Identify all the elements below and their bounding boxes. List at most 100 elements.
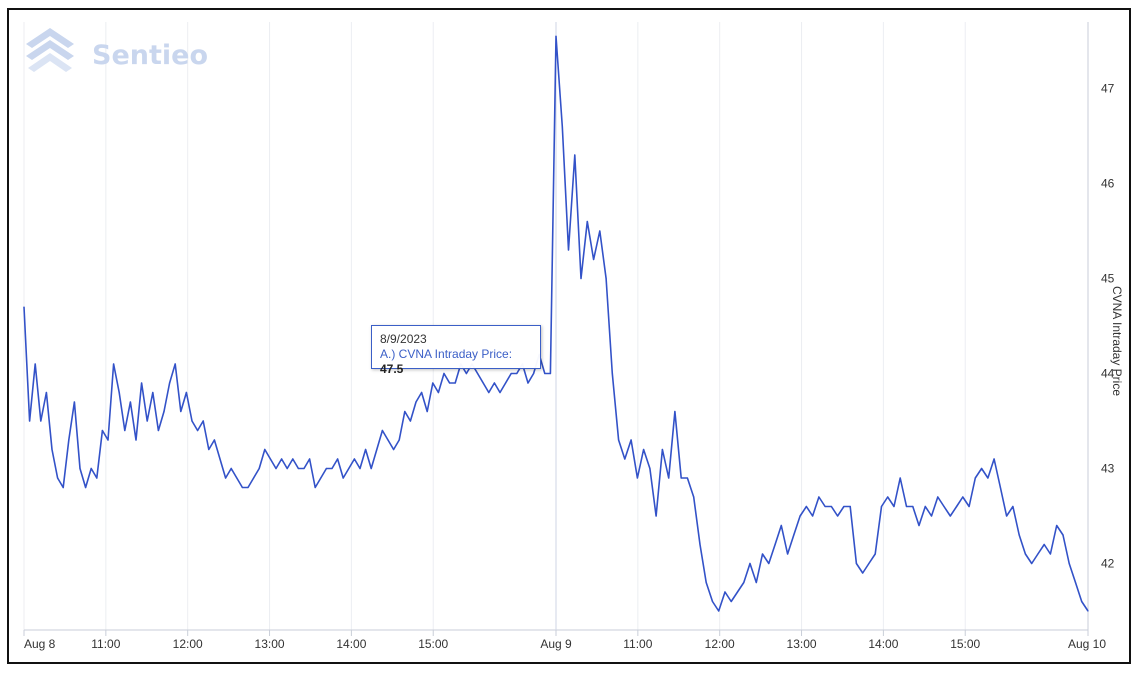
price-point	[432, 382, 434, 384]
price-point	[599, 230, 601, 232]
price-tooltip: 8/9/2023 A.) CVNA Intraday Price: 47.5	[371, 325, 541, 376]
price-point	[993, 458, 995, 460]
price-point	[780, 524, 782, 527]
price-point	[1049, 553, 1051, 555]
price-point	[905, 505, 908, 508]
price-point	[824, 505, 826, 508]
price-point	[924, 505, 926, 508]
price-point	[45, 391, 48, 394]
price-point	[730, 600, 732, 603]
price-point	[749, 562, 751, 565]
price-point	[868, 562, 870, 565]
price-point	[655, 515, 657, 517]
price-point	[586, 220, 588, 223]
price-point	[1056, 524, 1058, 527]
price-point	[643, 448, 645, 451]
y-axis: 42 43 44 45 46 47	[1101, 82, 1115, 571]
price-point	[668, 477, 670, 479]
price-point	[630, 439, 632, 441]
price-point	[799, 515, 801, 517]
price-point	[264, 448, 266, 451]
price-point	[141, 382, 143, 384]
price-point	[1006, 515, 1008, 517]
price-point	[705, 581, 707, 584]
price-point	[880, 505, 883, 508]
price-point	[62, 486, 64, 489]
sentieo-logo: Sentieo	[26, 28, 208, 72]
price-point	[113, 363, 115, 365]
price-point	[918, 524, 920, 527]
price-point	[152, 391, 154, 394]
price-point	[837, 515, 839, 517]
price-point	[163, 410, 165, 413]
price-point	[303, 467, 305, 470]
price-point	[51, 448, 53, 451]
price-point	[611, 372, 613, 375]
price-point	[331, 467, 333, 470]
chart-frame	[7, 8, 1131, 664]
price-point	[618, 439, 620, 441]
x-tick-label: 12:00	[173, 637, 203, 651]
y-tick-label: 47	[1101, 82, 1115, 96]
price-point	[887, 496, 889, 498]
price-point	[849, 505, 851, 508]
y-tick-label: 45	[1101, 272, 1115, 286]
price-point	[949, 515, 951, 517]
price-point	[135, 439, 137, 441]
x-tick-label: 11:00	[623, 637, 652, 651]
price-point	[956, 505, 958, 508]
price-point	[488, 391, 490, 394]
price-point	[465, 372, 467, 375]
price-point	[404, 410, 406, 413]
price-point	[930, 515, 933, 517]
price-point	[561, 125, 563, 128]
price-point	[68, 439, 70, 441]
price-point	[398, 439, 400, 441]
price-point	[686, 477, 689, 479]
price-point	[107, 439, 109, 441]
price-point	[674, 410, 676, 413]
price-point	[555, 35, 557, 37]
price-point	[297, 467, 299, 470]
price-point	[146, 420, 148, 422]
price-point	[247, 486, 249, 489]
price-point	[793, 534, 795, 536]
price-point	[912, 505, 914, 508]
price-point	[174, 363, 176, 365]
x-tick-label: 15:00	[950, 637, 980, 651]
price-point	[1031, 562, 1033, 565]
price-point	[376, 448, 378, 451]
price-point	[129, 401, 131, 403]
price-point	[90, 467, 92, 470]
x-tick-label: 13:00	[787, 637, 817, 651]
price-point	[812, 515, 814, 517]
price-point	[370, 467, 372, 470]
y-tick-label: 46	[1101, 177, 1115, 191]
price-point	[987, 477, 989, 479]
price-point	[320, 477, 322, 479]
price-point	[225, 477, 227, 479]
price-point	[787, 553, 789, 555]
price-point	[365, 448, 367, 451]
price-point	[962, 496, 964, 498]
price-point	[96, 477, 98, 479]
price-point	[862, 572, 864, 574]
price-point	[124, 429, 126, 432]
price-point	[275, 467, 277, 470]
price-point	[353, 458, 355, 460]
tooltip-series-label: A.) CVNA Intraday Price:	[380, 347, 513, 361]
price-point	[1043, 543, 1045, 546]
price-point	[180, 410, 182, 413]
price-point	[381, 429, 383, 432]
price-point	[185, 391, 187, 394]
price-point	[292, 458, 294, 460]
price-point	[818, 496, 820, 498]
price-point	[415, 401, 417, 403]
x-tick-label: 13:00	[255, 637, 285, 651]
x-tick-label: 11:00	[91, 637, 120, 651]
price-point	[505, 382, 507, 384]
price-point	[974, 477, 976, 479]
price-point	[348, 467, 350, 470]
price-point	[499, 391, 501, 394]
